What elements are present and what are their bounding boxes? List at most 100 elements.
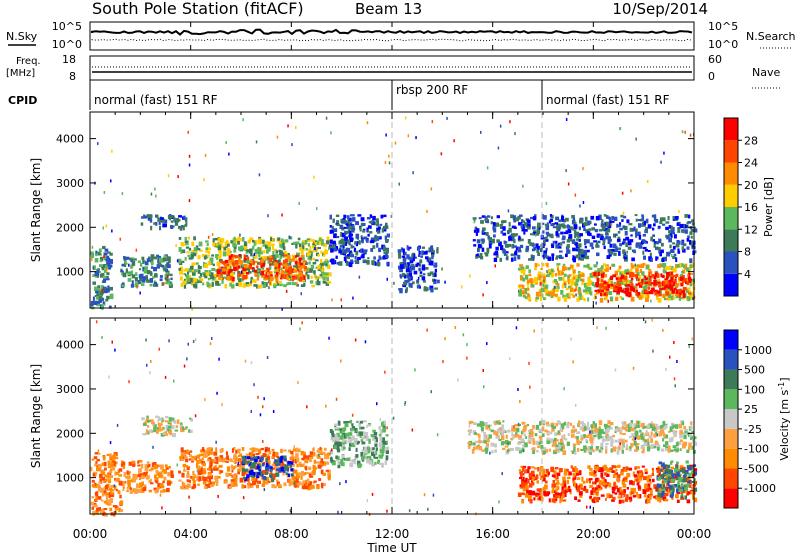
power-cell	[224, 266, 227, 269]
power-cell	[312, 250, 316, 253]
power-speckle	[684, 130, 686, 134]
power-cell	[627, 270, 631, 275]
power-cell	[631, 249, 636, 253]
power-speckle	[394, 141, 397, 145]
power-cell	[307, 254, 310, 260]
power-cell	[157, 259, 160, 264]
velocity-cell	[679, 448, 682, 451]
power-cell	[569, 264, 573, 269]
power-speckle	[260, 284, 263, 288]
velocity-cell	[209, 482, 213, 485]
power-cell	[217, 245, 221, 251]
power-cell	[180, 282, 184, 287]
power-cell	[613, 233, 616, 238]
power-cell	[134, 282, 139, 286]
power-cell	[321, 268, 324, 272]
power-speckle	[291, 143, 293, 147]
power-cell	[500, 245, 504, 250]
velocity-cell	[181, 473, 185, 478]
velocity-cell	[670, 449, 674, 452]
power-cell	[225, 240, 229, 244]
power-cell	[688, 214, 691, 219]
power-cell	[93, 300, 98, 305]
power-cell	[593, 264, 598, 268]
power-cell	[611, 263, 616, 267]
velocity-cell	[665, 477, 670, 482]
power-cell	[519, 244, 524, 249]
power-speckle	[139, 291, 141, 295]
power-cell	[260, 264, 263, 268]
power-cell	[250, 259, 253, 264]
power-cell	[293, 265, 297, 268]
power-cell	[291, 276, 295, 282]
velocity-cell	[223, 479, 228, 482]
power-cell	[405, 263, 408, 268]
power-cell	[567, 293, 571, 297]
power-cell	[668, 237, 672, 243]
velocity-cell	[485, 437, 490, 442]
velocity-cell	[245, 453, 250, 457]
power-cell	[123, 256, 126, 260]
velocity-cell	[382, 441, 387, 445]
velocity-cell	[94, 482, 97, 487]
power-speckle	[281, 213, 283, 217]
power-cell	[159, 275, 163, 278]
power-cell	[228, 261, 232, 266]
velocity-cell	[96, 466, 100, 471]
power-cell	[258, 257, 263, 260]
power-cell	[231, 276, 235, 282]
velocity-cell	[570, 465, 573, 469]
velocity-cell	[551, 489, 555, 494]
velocity-cell	[476, 423, 481, 427]
power-cell	[185, 246, 190, 249]
velocity-cell	[480, 426, 484, 431]
power-cell	[622, 287, 625, 290]
power-speckle	[92, 266, 95, 270]
power-cell	[534, 263, 538, 268]
power-cell	[341, 220, 346, 224]
power-cell	[629, 227, 634, 232]
velocity-cell	[115, 461, 118, 465]
velocity-cell	[661, 468, 666, 471]
velocity-cell	[484, 422, 488, 427]
power-cell	[372, 245, 376, 249]
velocity-cell	[689, 434, 692, 437]
power-speckle	[105, 224, 107, 228]
nsky-tick-low-right: 10^0	[708, 38, 738, 51]
power-cell	[596, 277, 600, 282]
velocity-cell	[600, 494, 605, 497]
velocity-cell	[337, 464, 341, 469]
power-cell	[344, 255, 349, 258]
power-cell	[533, 278, 537, 284]
power-cell	[641, 279, 644, 284]
power-speckle	[609, 266, 611, 270]
velocity-cell	[576, 436, 579, 441]
power-cell	[160, 217, 164, 220]
velocity-cell	[561, 486, 564, 491]
power-cell	[325, 274, 329, 277]
power-cell	[693, 250, 697, 254]
velocity-cell	[653, 495, 656, 499]
power-cell	[545, 231, 550, 235]
velocity-cell	[690, 491, 693, 495]
power-cell	[606, 281, 609, 287]
power-cell	[595, 282, 598, 287]
power-cell	[578, 226, 581, 231]
power-cell	[672, 216, 677, 221]
power-cell	[282, 239, 286, 245]
velocity-cell	[307, 478, 310, 484]
power-cell	[143, 268, 148, 274]
power-cell	[343, 214, 347, 218]
power-cell	[277, 271, 281, 275]
velocity-cell	[107, 488, 110, 491]
power-cell	[239, 245, 244, 251]
power-cell	[653, 216, 657, 222]
power-cell	[679, 276, 684, 281]
velocity-cell	[143, 472, 148, 476]
power-cell	[542, 273, 546, 278]
velocity-cell	[207, 459, 211, 462]
velocity-cell	[570, 429, 575, 434]
velocity-cell	[117, 478, 120, 482]
power-cell	[645, 218, 649, 224]
